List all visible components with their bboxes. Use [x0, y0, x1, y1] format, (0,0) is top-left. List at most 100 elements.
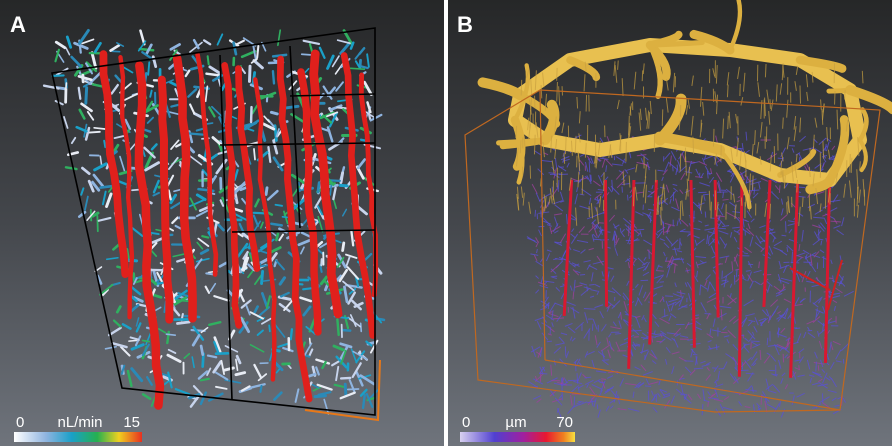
capillary: [589, 162, 590, 173]
capillary: [568, 380, 578, 381]
capillary: [134, 274, 135, 281]
surface-capillary: [521, 80, 522, 96]
surface-capillary: [577, 97, 578, 109]
capillary: [291, 329, 292, 339]
artery: [605, 180, 606, 307]
capillary: [260, 386, 261, 392]
capillary: [269, 325, 270, 331]
capillary: [550, 174, 561, 175]
surface-capillary: [727, 85, 728, 98]
surface-capillary: [634, 187, 635, 206]
colorbar-max: 15: [123, 414, 140, 431]
capillary: [574, 396, 575, 406]
capillary: [535, 210, 536, 217]
capillary: [271, 224, 281, 226]
surface-capillary: [741, 197, 742, 205]
surface-capillary: [753, 176, 754, 191]
capillary: [682, 306, 688, 307]
surface-vessel: [650, 42, 702, 45]
capillary: [795, 328, 800, 329]
capillary: [177, 322, 189, 323]
surface-capillary: [661, 207, 662, 225]
surface-capillary: [783, 117, 784, 128]
capillary: [273, 71, 274, 83]
surface-capillary: [802, 197, 803, 207]
capillary: [577, 373, 578, 384]
capillary: [341, 173, 343, 183]
capillary: [620, 228, 621, 232]
surface-capillary: [564, 153, 565, 164]
capillary: [657, 271, 664, 272]
capillary: [104, 141, 105, 147]
capillary: [708, 402, 709, 407]
capillary: [343, 330, 350, 331]
surface-capillary: [680, 154, 681, 172]
capillary: [271, 112, 277, 114]
capillary: [705, 313, 712, 314]
capillary: [66, 83, 67, 91]
colorbar-min: 0: [16, 414, 24, 431]
capillary: [143, 340, 150, 341]
capillary: [816, 362, 817, 372]
capillary: [547, 341, 552, 342]
colorbar: [14, 432, 142, 442]
capillary: [363, 395, 365, 408]
capillary: [208, 56, 209, 64]
capillary: [262, 271, 263, 283]
capillary: [310, 338, 311, 344]
surface-capillary: [825, 189, 826, 209]
capillary: [717, 228, 725, 229]
capillary: [703, 194, 709, 195]
capillary: [601, 379, 606, 380]
capillary: [345, 384, 346, 395]
capillary: [201, 346, 203, 355]
capillary: [257, 46, 258, 58]
capillary: [254, 149, 255, 160]
panel-label: A: [10, 12, 26, 37]
capillary: [614, 237, 615, 248]
surface-capillary: [862, 71, 863, 83]
capillary: [615, 333, 621, 334]
surface-capillary: [541, 85, 542, 98]
capillary: [315, 396, 325, 397]
figure: A B 0 nL/min 15 0 µm 70: [0, 0, 892, 446]
capillary: [148, 62, 149, 74]
surface-capillary: [728, 116, 729, 129]
capillary: [361, 323, 362, 331]
surface-capillary: [745, 188, 746, 207]
capillary: [53, 75, 64, 76]
capillary: [166, 334, 175, 335]
surface-capillary: [643, 189, 644, 197]
panel-label: B: [457, 12, 473, 37]
capillary: [553, 259, 557, 260]
capillary: [587, 286, 588, 291]
surface-capillary: [860, 161, 861, 170]
capillary: [318, 183, 319, 192]
colorbar: [460, 432, 575, 442]
colorbar-unit: nL/min: [57, 414, 102, 431]
colorbar-min: 0: [462, 414, 470, 431]
capillary: [549, 173, 555, 174]
surface-capillary: [582, 175, 583, 195]
colorbar-unit: µm: [505, 414, 526, 431]
surface-capillary: [800, 86, 801, 104]
surface-capillary: [765, 64, 766, 77]
colorbar-max: 70: [556, 414, 573, 431]
capillary: [779, 185, 780, 193]
capillary: [672, 249, 680, 250]
surface-capillary: [534, 135, 535, 155]
capillary: [751, 341, 760, 342]
capillary: [236, 373, 245, 375]
capillary: [275, 126, 276, 141]
capillary: [79, 88, 81, 99]
capillary: [140, 49, 153, 50]
surface-capillary: [520, 140, 521, 153]
surface-capillary: [693, 137, 694, 154]
capillary: [343, 243, 344, 251]
capillary: [650, 216, 651, 222]
capillary: [176, 300, 189, 301]
surface-capillary: [845, 90, 846, 100]
capillary: [575, 361, 576, 371]
capillary: [786, 221, 787, 232]
surface-capillary: [618, 61, 619, 70]
